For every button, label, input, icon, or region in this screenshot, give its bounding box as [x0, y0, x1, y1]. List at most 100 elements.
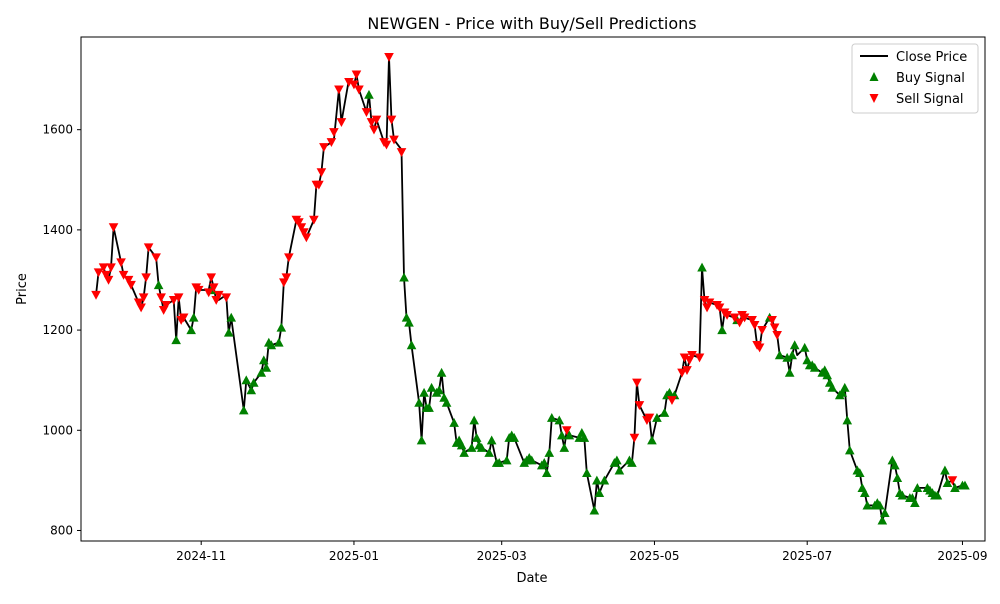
buy-signal-marker	[592, 475, 602, 485]
sell-signal-marker	[141, 273, 151, 283]
legend-box	[851, 43, 979, 114]
buy-signal-marker	[404, 317, 414, 327]
sell-signal-marker	[309, 215, 319, 225]
buy-signal-marker	[426, 382, 437, 392]
y-tick-label: 1600	[42, 123, 73, 137]
buy-signal-marker	[456, 440, 467, 450]
buy-signal-marker	[186, 325, 196, 335]
sell-signal-marker	[296, 223, 307, 233]
buy-signal-marker	[544, 448, 555, 457]
sell-signal-marker	[193, 285, 204, 295]
sell-signal-marker	[734, 318, 745, 328]
sell-signal-marker	[677, 368, 687, 378]
buy-signal-marker	[223, 327, 234, 337]
sell-signal-marker	[314, 180, 324, 190]
buy-signal-marker	[614, 465, 625, 475]
sell-signal-marker	[754, 343, 765, 353]
sell-signal-marker	[173, 293, 184, 303]
buy-signal-marker	[789, 340, 800, 350]
sell-signal-marker	[138, 293, 149, 303]
sell-signal-marker	[687, 351, 697, 360]
sell-signal-marker	[133, 298, 144, 308]
sell-signal-marker	[667, 396, 677, 406]
y-tick-label: 800	[50, 523, 73, 537]
buy-signal-marker	[912, 483, 923, 492]
sell-signal-marker	[106, 263, 116, 273]
buy-signal-marker	[484, 448, 494, 457]
buy-signal-marker	[582, 468, 592, 477]
legend: Close Price Buy Signal Sell Signal	[851, 43, 979, 114]
buy-signal-marker	[171, 335, 181, 345]
buy-signal-marker	[486, 435, 497, 445]
sell-signal-marker	[98, 263, 109, 273]
buy-signal-marker	[494, 458, 504, 467]
sell-signal-marker	[704, 298, 715, 308]
buy-signal-marker	[188, 312, 199, 322]
sell-signal-marker	[126, 280, 136, 290]
x-tick-label: 2025-09	[937, 549, 987, 563]
plot-area	[91, 52, 970, 525]
sell-signal-marker	[156, 293, 166, 303]
sell-signal-marker	[299, 228, 309, 238]
sell-signal-marker	[947, 476, 958, 486]
x-axis-label: Date	[516, 571, 547, 586]
sell-signal-marker	[381, 140, 392, 150]
sell-signal-marker	[284, 253, 294, 263]
y-axis-label: Price	[15, 273, 30, 305]
buy-signal-marker	[880, 508, 890, 518]
buy-signal-marker	[659, 407, 670, 417]
buy-signal-marker	[424, 402, 434, 412]
buy-signal-marker	[892, 473, 903, 482]
sell-signal-marker	[116, 258, 126, 268]
legend-label-sell: Sell Signal	[896, 92, 964, 107]
buy-signal-marker	[599, 475, 610, 485]
buy-signal-marker	[564, 430, 575, 440]
sell-signal-marker	[344, 78, 354, 87]
legend-label-close: Close Price	[896, 50, 967, 65]
buy-signal-marker	[782, 352, 792, 362]
sell-signal-marker	[123, 275, 134, 285]
sell-signal-marker	[91, 290, 101, 300]
buy-signal-marker	[774, 350, 785, 360]
sell-signal-marker	[294, 218, 304, 228]
buy-signal-marker	[526, 455, 537, 465]
sell-signal-marker	[221, 293, 232, 303]
buy-signal-marker	[226, 312, 237, 322]
buy-signal-marker	[449, 417, 459, 427]
buy-signal-marker	[862, 500, 873, 510]
buy-signal-marker	[839, 382, 850, 392]
buy-signal-marker	[890, 460, 900, 470]
buy-signal-marker	[399, 272, 409, 282]
buy-signal-marker	[579, 432, 590, 442]
sell-signal-marker	[118, 270, 129, 280]
buy-signal-marker	[241, 375, 252, 385]
sell-signal-marker	[349, 80, 359, 90]
sell-signal-marker	[334, 85, 344, 95]
buy-signal-marker	[248, 377, 259, 387]
sell-signal-marker	[562, 426, 572, 436]
sell-signal-marker	[206, 273, 217, 283]
sell-signal-marker	[329, 128, 339, 137]
sell-signal-marker	[682, 366, 692, 375]
sell-signal-marker	[178, 313, 189, 323]
sell-signal-marker	[679, 353, 690, 363]
buy-signal-marker	[822, 370, 833, 380]
buy-signal-marker	[471, 432, 482, 442]
buy-signal-marker	[960, 480, 970, 490]
sell-signal-marker	[747, 315, 757, 325]
y-tick-label: 1200	[42, 323, 73, 337]
buy-signal-marker	[466, 443, 477, 452]
x-axis: 2024-11 2025-01 2025-03 2025-05 2025-07 2025-…	[176, 541, 988, 563]
sell-signal-marker	[739, 313, 750, 323]
sell-signal-marker	[168, 295, 179, 305]
legend-sell-marker	[869, 94, 879, 103]
sell-signal-marker	[161, 300, 171, 310]
buy-signal-marker	[259, 355, 269, 365]
sell-signal-marker	[769, 323, 780, 333]
sell-signal-marker	[361, 108, 372, 117]
buy-signal-marker	[627, 458, 637, 467]
sell-signal-marker	[772, 331, 782, 340]
x-tick-label: 2025-01	[329, 549, 379, 563]
buy-signal-marker	[652, 412, 662, 422]
